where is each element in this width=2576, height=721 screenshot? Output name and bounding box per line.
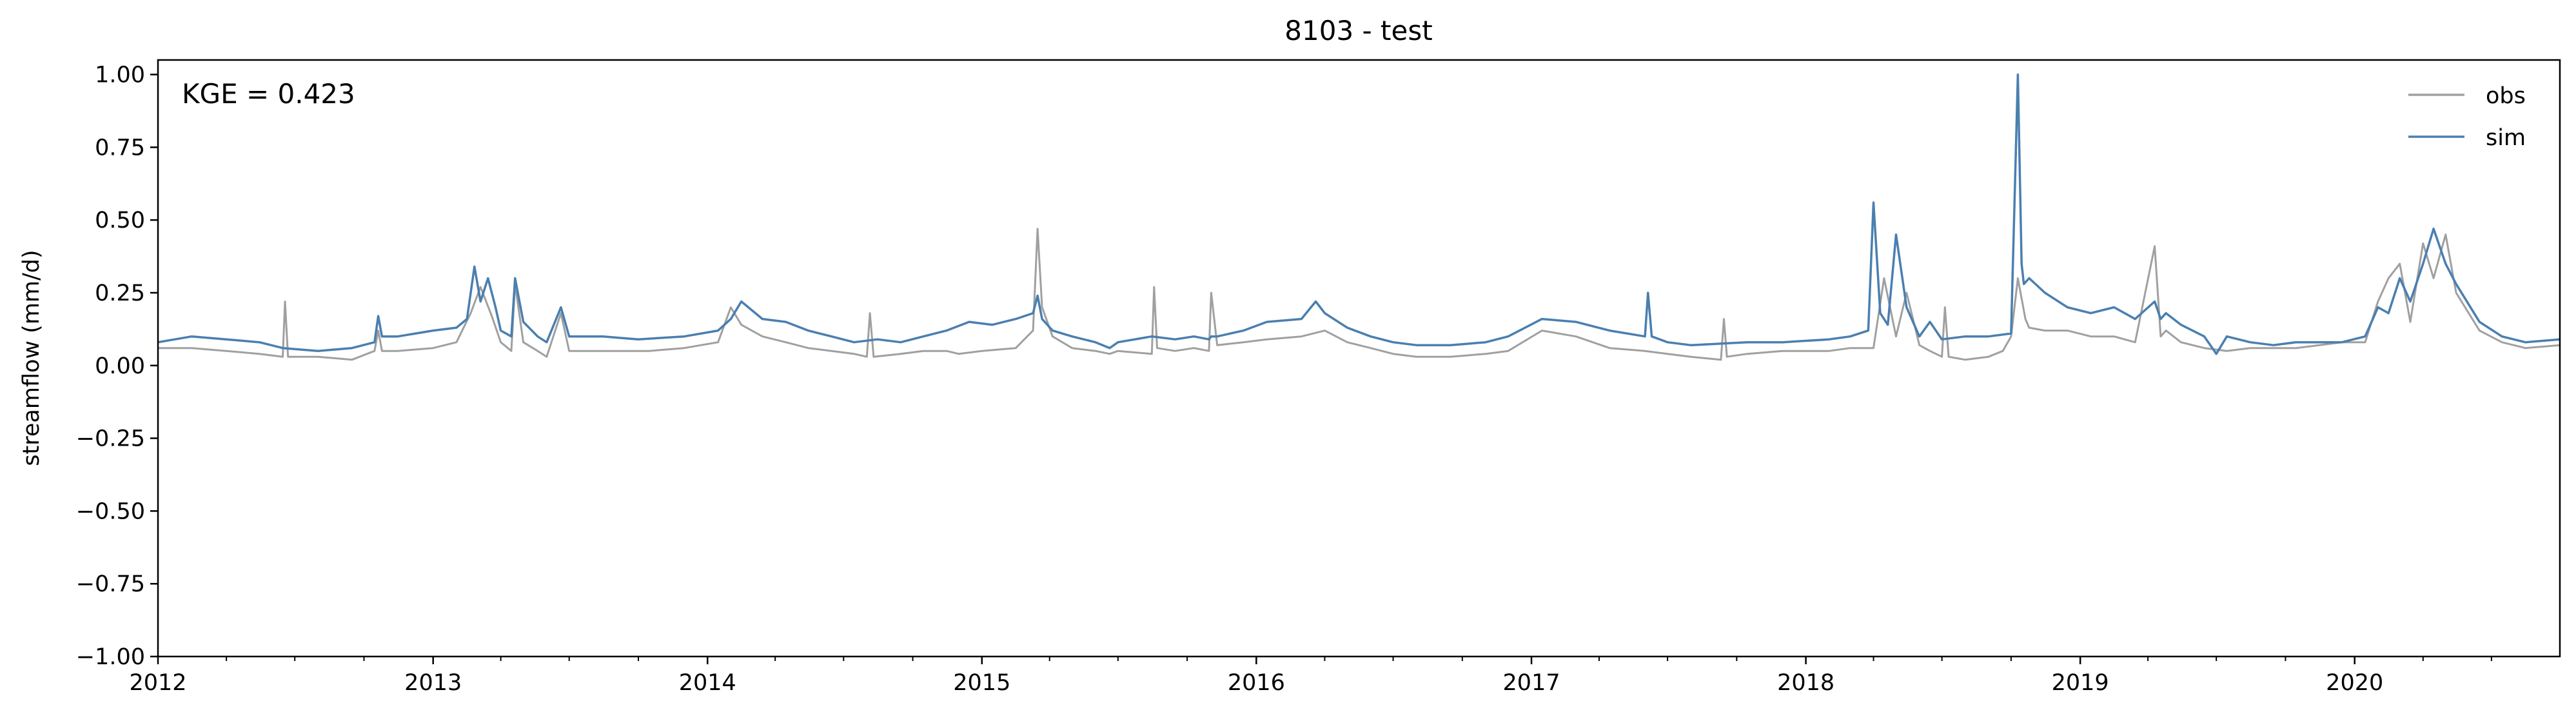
- x-tick-label: 2017: [1503, 670, 1560, 696]
- plot-area: [157, 59, 2561, 658]
- y-tick-label: 0.75: [95, 135, 145, 161]
- y-tick-label: −0.50: [76, 499, 145, 524]
- y-tick-label: −0.75: [76, 571, 145, 597]
- x-tick-label: 2015: [953, 670, 1010, 696]
- x-tick-label: 2016: [1228, 670, 1285, 696]
- y-tick-label: 1.00: [95, 63, 145, 88]
- chart-title: 8103 - test: [1284, 15, 1432, 46]
- y-tick-label: 0.50: [95, 208, 145, 233]
- series-layer: [157, 73, 2561, 361]
- series-line-sim: [157, 73, 2561, 355]
- x-tick-label: 2014: [679, 670, 736, 696]
- y-axis: −1.00 −0.75 −0.50 −0.25 0.00 0.25 0.50 0.75 1.00: [76, 63, 158, 670]
- series-line-obs: [158, 228, 2561, 361]
- x-tick-label: 2012: [129, 670, 186, 696]
- legend-sim-label: sim: [2486, 125, 2526, 151]
- x-tick-label: 2018: [1777, 670, 1834, 696]
- y-tick-label: −0.25: [76, 426, 145, 452]
- x-tick-label: 2019: [2052, 670, 2109, 696]
- kge-annotation: KGE = 0.423: [182, 78, 355, 110]
- legend-obs-label: obs: [2486, 83, 2526, 109]
- y-axis-label: streamflow (mm/d): [19, 250, 44, 466]
- legend: obs sim: [2408, 83, 2526, 151]
- x-tick-label: 2013: [404, 670, 462, 696]
- plot-frame: [157, 59, 2561, 658]
- y-tick-label: 0.25: [95, 281, 145, 306]
- y-tick-label: 0.00: [95, 353, 145, 379]
- x-tick-label: 2020: [2326, 670, 2383, 696]
- x-axis: 2012 2013 2014 2015 2016 2017 2018 2019 2020: [129, 657, 2492, 696]
- y-tick-label: −1.00: [76, 644, 145, 670]
